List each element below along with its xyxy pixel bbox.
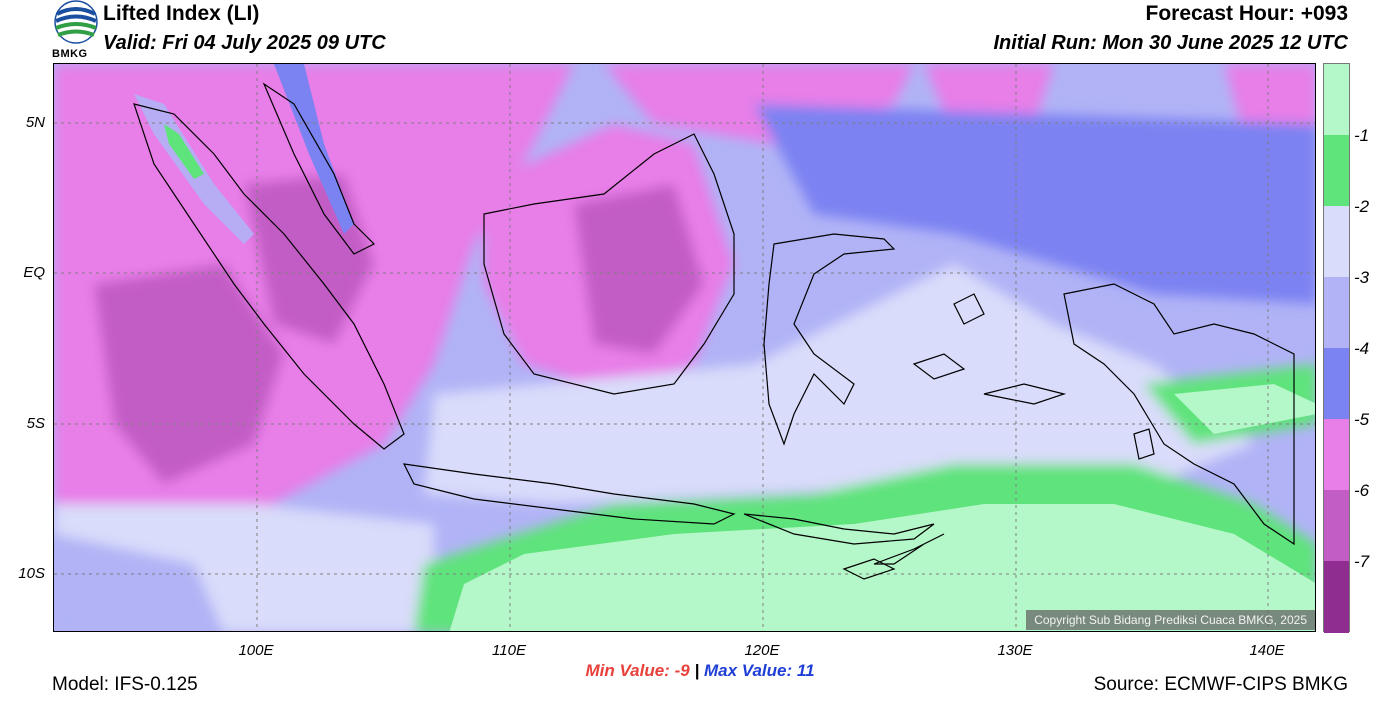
max-value: 11 <box>796 661 815 680</box>
min-max-values: Min Value: -9 | Max Value: 11 <box>0 661 1400 681</box>
colorbar-segment <box>1324 135 1349 206</box>
x-label-120e: 120E <box>744 642 780 659</box>
colorbar-segment <box>1324 419 1349 490</box>
initial-run: Initial Run: Mon 30 June 2025 12 UTC <box>993 32 1348 54</box>
colorbar-label: -2 <box>1354 197 1370 216</box>
model-name: Model: IFS-0.125 <box>52 674 198 695</box>
x-label-100e: 100E <box>238 642 274 659</box>
x-label-140e: 140E <box>1249 642 1285 659</box>
max-value-label: Max Value: <box>703 661 793 680</box>
colorbar-label: -5 <box>1354 410 1370 429</box>
colorbar-segment <box>1324 348 1349 419</box>
forecast-hour: Forecast Hour: +093 <box>1145 2 1349 25</box>
y-label-10s: 10S <box>18 565 45 582</box>
valid-time: Valid: Fri 04 July 2025 09 UTC <box>103 32 386 54</box>
y-label-5s: 5S <box>26 415 45 432</box>
colorbar-label: -4 <box>1354 339 1370 358</box>
lifted-index-map <box>53 63 1316 632</box>
copyright-note: Copyright Sub Bidang Prediksi Cuaca BMKG… <box>1026 610 1315 630</box>
colorbar-label: -6 <box>1354 481 1370 500</box>
colorbar-segment <box>1324 277 1349 348</box>
y-label-5n: 5N <box>25 114 45 131</box>
data-source: Source: ECMWF-CIPS BMKG <box>1093 674 1348 695</box>
bmkg-logo-icon <box>52 0 100 60</box>
x-label-130e: 130E <box>997 642 1033 659</box>
chart-title: Lifted Index (LI) <box>103 2 260 25</box>
x-label-110e: 110E <box>492 642 526 659</box>
colorbar-label: -3 <box>1354 268 1370 287</box>
colorbar-segment <box>1324 64 1349 135</box>
colorbar-segment <box>1324 206 1349 277</box>
logo-text: BMKG <box>52 48 88 60</box>
min-value-label: Min Value: <box>585 661 670 680</box>
colorbar-segment <box>1324 490 1349 561</box>
colorbar-segment <box>1324 561 1349 633</box>
map-canvas <box>54 64 1315 631</box>
colorbar-label: -1 <box>1354 126 1370 145</box>
y-label-eq: EQ <box>23 264 45 281</box>
separator: | <box>694 661 700 680</box>
colorbar <box>1323 63 1350 633</box>
colorbar-label: -7 <box>1354 552 1370 571</box>
min-value: -9 <box>674 661 690 680</box>
